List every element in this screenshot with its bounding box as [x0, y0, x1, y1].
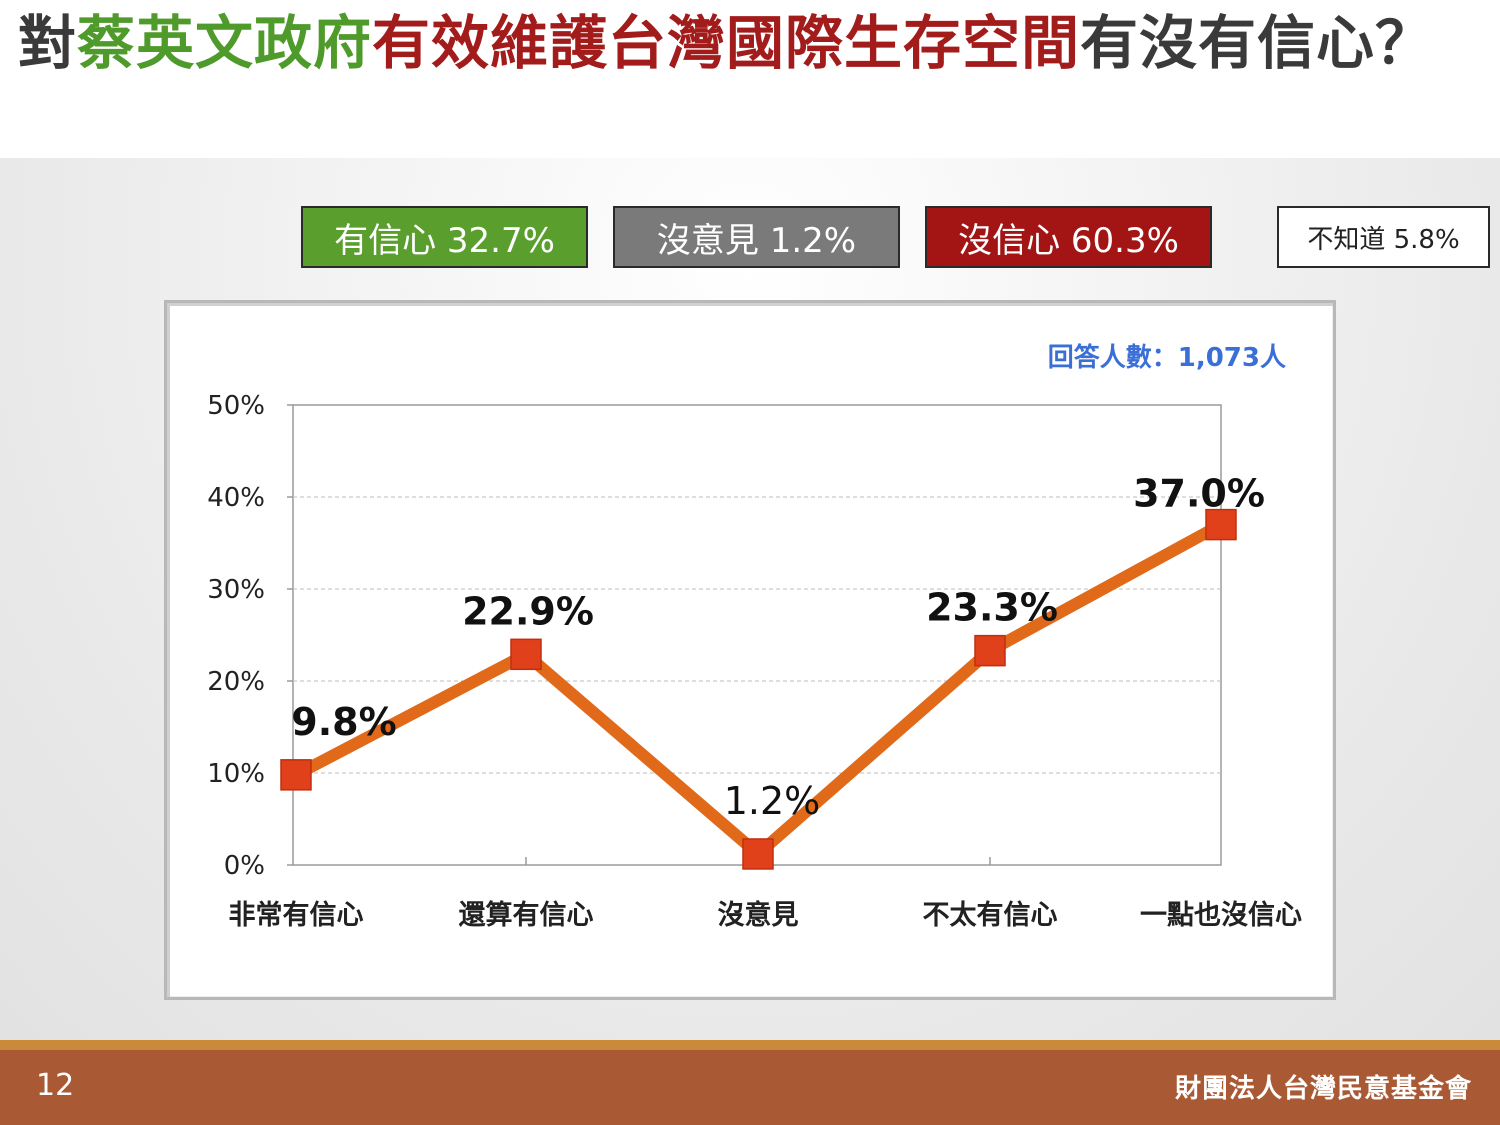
sample-size-annotation: 回答人數：1,073人 [1048, 342, 1286, 373]
x-tick-label: 非常有信心 [229, 900, 364, 931]
data-label: 37.0% [1133, 472, 1265, 516]
x-tick-label: 一點也沒信心 [1140, 900, 1302, 931]
summary-not-confident-badge: 沒信心 60.3% [925, 206, 1212, 268]
data-label: 1.2% [724, 779, 821, 823]
data-label: 9.8% [291, 700, 396, 744]
summary-no-opinion-badge: 沒意見 1.2% [613, 206, 900, 268]
data-point [742, 838, 774, 870]
page-title: 對蔡英文政府有效維護台灣國際生存空間有沒有信心？ [18, 8, 1488, 78]
x-tick-label: 不太有信心 [923, 900, 1058, 931]
title-part-3: 有效維護台灣國際生存空間 [372, 9, 1081, 77]
y-tick-label: 40% [207, 483, 265, 513]
line-chart: 0% 10% 20% 30% 40% 50% 非常有信心 還算有信心 沒意見 不太有信心 一點也沒信… [207, 342, 1302, 931]
summary-dont-know-badge: 不知道 5.8% [1277, 206, 1490, 268]
footer-bar [0, 1040, 1500, 1125]
y-tick-label: 10% [207, 759, 265, 789]
summary-confident-badge: 有信心 32.7% [301, 206, 588, 268]
data-point [974, 634, 1006, 667]
data-point [280, 759, 312, 791]
title-part-2: 蔡英文政府 [77, 9, 373, 77]
data-point [1205, 508, 1237, 541]
y-tick-label: 0% [224, 851, 265, 881]
plot-area [292, 404, 1222, 866]
data-label: 22.9% [462, 589, 594, 633]
title-part-4: 有沒有信心？ [1080, 9, 1435, 77]
page-number: 12 [36, 1068, 75, 1103]
y-tick-label: 50% [207, 391, 265, 421]
x-tick-label: 還算有信心 [459, 899, 594, 931]
title-part-1: 對 [18, 9, 78, 77]
x-tick-label: 沒意見 [718, 899, 799, 931]
organization-name: 財團法人台灣民意基金會 [1174, 1074, 1472, 1104]
y-tick-label: 30% [207, 575, 265, 605]
data-label: 23.3% [926, 586, 1058, 630]
data-point [510, 638, 542, 671]
y-tick-label: 20% [207, 667, 265, 697]
